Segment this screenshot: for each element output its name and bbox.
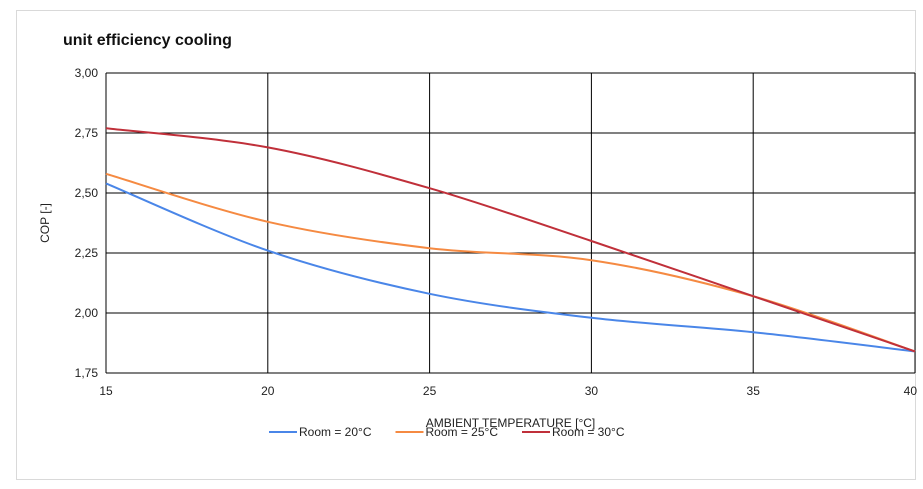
y-tick-labels: 1,75 2,00 2,25 2,50 2,75 3,00 xyxy=(75,66,99,380)
x-tick-label: 40 xyxy=(904,384,917,398)
series-line-2 xyxy=(105,172,916,353)
series-lines xyxy=(105,127,916,353)
y-tick-label: 2,75 xyxy=(75,126,99,140)
chart-frame: unit efficiency cooling 1,75 2,00 2,25 2,50… xyxy=(16,10,917,480)
x-tick-labels: 15 20 25 30 35 40 xyxy=(99,384,917,398)
series-line-1 xyxy=(105,182,916,353)
x-tick-label: 20 xyxy=(261,384,275,398)
grid xyxy=(105,72,916,374)
legend-label-3: Room = 30°C xyxy=(552,425,625,439)
legend-label-2: Room = 25°C xyxy=(426,425,499,439)
y-tick-label: 2,25 xyxy=(75,246,99,260)
chart-title: unit efficiency cooling xyxy=(63,32,232,49)
y-tick-label: 2,00 xyxy=(75,306,99,320)
x-tick-label: 25 xyxy=(423,384,437,398)
y-tick-label: 3,00 xyxy=(75,66,99,80)
legend: Room = 20°C Room = 25°C Room = 30°C xyxy=(269,425,625,439)
x-tick-label: 15 xyxy=(99,384,113,398)
x-axis-label: AMBIENT TEMPERATURE [°C] xyxy=(426,416,596,430)
y-axis-label: COP [-] xyxy=(38,203,52,243)
legend-label-1: Room = 20°C xyxy=(299,425,372,439)
x-tick-label: 35 xyxy=(747,384,761,398)
y-tick-label: 2,50 xyxy=(75,186,99,200)
y-tick-label: 1,75 xyxy=(75,366,99,380)
x-tick-label: 30 xyxy=(585,384,599,398)
chart-svg: unit efficiency cooling 1,75 2,00 2,25 2,50… xyxy=(38,32,917,439)
series-line-3 xyxy=(105,127,916,353)
